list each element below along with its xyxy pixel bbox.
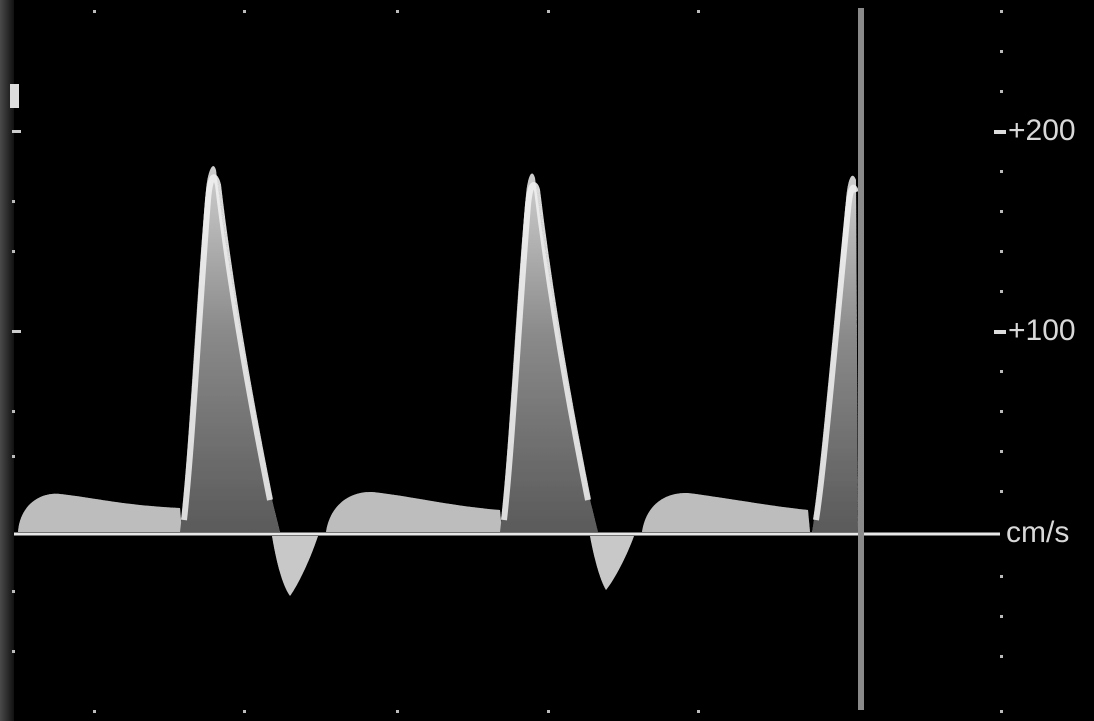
- left-tick-200: [12, 130, 21, 133]
- diastolic-band-1: [18, 493, 182, 532]
- scale-tick-200: [994, 130, 1006, 134]
- velocity-scale-dots: [12, 50, 1003, 658]
- edge-marker: [10, 84, 19, 108]
- envelope-highlight-1: [181, 174, 273, 521]
- scale-label-200: +200: [1008, 114, 1076, 147]
- envelope-highlight-2: [501, 182, 591, 521]
- scale-tick-100: [994, 330, 1006, 334]
- reverse-flow-2: [590, 536, 634, 590]
- doppler-waveform: [18, 166, 859, 596]
- diastolic-band-3: [642, 492, 810, 532]
- envelope-highlight-3: [813, 184, 859, 521]
- scale-label-100: +100: [1008, 314, 1076, 347]
- velocity-unit-label: cm/s: [1006, 516, 1070, 549]
- sweep-cursor-line: [858, 8, 864, 710]
- reverse-flow-1: [272, 536, 318, 596]
- timing-dots: [93, 10, 1003, 713]
- diastolic-band-2: [326, 491, 502, 532]
- left-tick-100: [12, 330, 21, 333]
- image-edge-strip: [0, 0, 14, 721]
